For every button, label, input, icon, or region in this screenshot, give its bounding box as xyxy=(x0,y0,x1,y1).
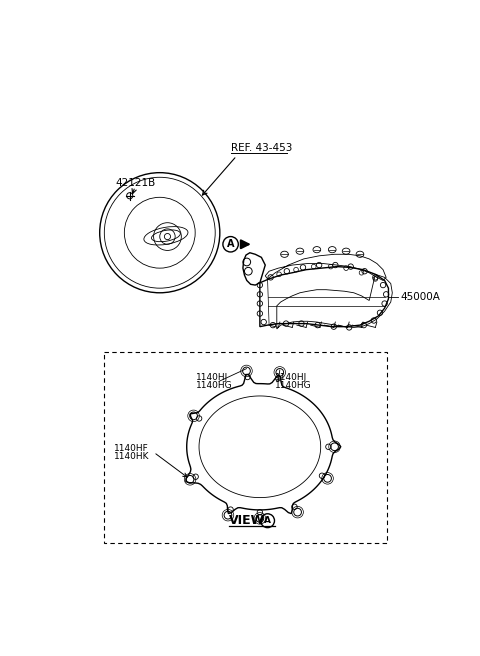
Text: 1140HJ: 1140HJ xyxy=(275,373,308,382)
Text: 1140HF: 1140HF xyxy=(114,444,148,453)
Text: A: A xyxy=(264,516,271,525)
Text: 45000A: 45000A xyxy=(400,293,440,302)
Text: A: A xyxy=(227,239,234,249)
Text: VIEW: VIEW xyxy=(229,514,265,527)
Bar xyxy=(104,352,387,543)
Text: 1140HG: 1140HG xyxy=(275,381,312,390)
Text: REF. 43-453: REF. 43-453 xyxy=(230,143,292,153)
Text: 1140HK: 1140HK xyxy=(114,452,149,461)
Text: 1140HJ: 1140HJ xyxy=(196,373,228,382)
Text: 42121B: 42121B xyxy=(115,178,156,188)
Text: 1140HG: 1140HG xyxy=(196,381,233,390)
